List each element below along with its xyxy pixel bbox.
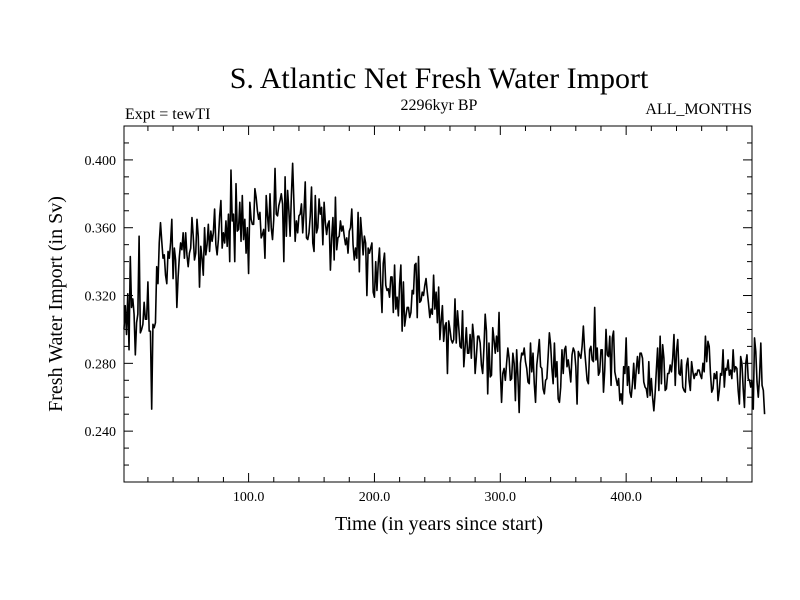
x-axis-label: Time (in years since start) <box>335 513 543 535</box>
y-tick-label: 0.360 <box>85 222 117 237</box>
chart-subtitle-left: Expt = tewTI <box>125 106 210 123</box>
plot-frame <box>123 125 753 483</box>
y-tick-label: 0.280 <box>85 357 117 372</box>
x-tick-label: 100.0 <box>233 490 265 505</box>
y-tick-label: 0.400 <box>85 154 117 169</box>
chart-subtitle-center: 2296kyr BP <box>401 97 478 114</box>
chart-subtitle-right: ALL_MONTHS <box>645 101 752 118</box>
y-tick-label: 0.240 <box>85 425 117 440</box>
y-axis-tick-labels: 0.240 0.280 0.320 0.360 0.400 <box>85 154 117 440</box>
x-tick-label: 300.0 <box>485 490 517 505</box>
y-axis-label: Fresh Water Import (in Sv) <box>45 196 67 412</box>
y-tick-label: 0.320 <box>85 290 117 305</box>
series-line <box>123 162 766 415</box>
x-axis-ticks <box>147 126 753 482</box>
x-tick-label: 400.0 <box>610 490 642 505</box>
x-axis-tick-labels: 100.0 200.0 300.0 400.0 <box>233 490 642 505</box>
x-tick-label: 200.0 <box>359 490 391 505</box>
chart-title: S. Atlantic Net Fresh Water Import <box>230 62 649 95</box>
